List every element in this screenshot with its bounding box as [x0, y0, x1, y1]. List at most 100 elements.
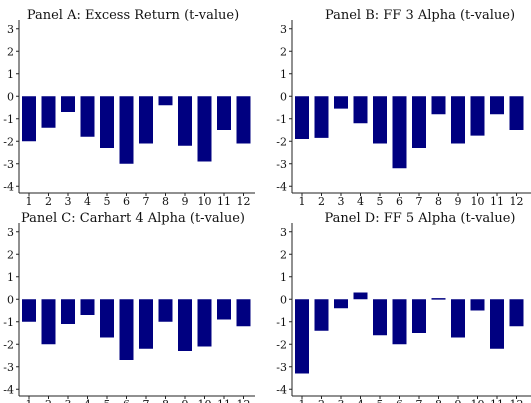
panel-c-bar-3 — [61, 299, 75, 324]
panel-b-bar-9 — [451, 96, 465, 144]
panel-d-x-tick-label: 4 — [357, 398, 364, 403]
panel-d-x-tick-label: 11 — [490, 398, 504, 403]
panel-a-x-tick-label: 2 — [45, 195, 52, 208]
panel-a-y-tick-label: 0 — [7, 90, 14, 103]
panel-a-bar-3 — [61, 96, 75, 112]
panel-c-y-tick-label: -1 — [3, 316, 14, 329]
panel-b-title: Panel B: FF 3 Alpha (t-value) — [325, 8, 515, 23]
panel-a-bar-4 — [80, 96, 95, 137]
panel-c-x-tick-label: 7 — [143, 398, 150, 403]
panel-d-bar-7 — [412, 299, 426, 333]
panel-c-y-tick-label: -4 — [3, 383, 14, 396]
panel-b-bar-3 — [334, 96, 348, 109]
panel-d-bar-9 — [451, 299, 465, 338]
panel-d-bar-10 — [470, 299, 485, 311]
panel-b-x-tick-label: 10 — [471, 195, 485, 208]
panel-c-x-tick-label: 9 — [182, 398, 189, 403]
panel-d-y-tick-label: -1 — [276, 316, 287, 329]
panel-c-bar-9 — [178, 299, 192, 351]
panel-b-x-tick-label: 12 — [510, 195, 524, 208]
panel-b-bar-6 — [392, 96, 407, 169]
panel-a-y-tick-label: 1 — [7, 68, 14, 81]
panel-a-bar-7 — [139, 96, 153, 144]
panel-c-bar-1 — [22, 299, 36, 322]
panel-a-x-tick-label: 11 — [217, 195, 231, 208]
panel-d-bar-4 — [353, 292, 368, 300]
panel-b-y-tick-label: -3 — [276, 158, 287, 171]
panel-b-y-tick-label: 0 — [280, 90, 287, 103]
panel-b-x-tick-label: 8 — [435, 195, 442, 208]
panel-d-y-tick-label: -3 — [276, 361, 287, 374]
panel-d-y-tick-label: -2 — [276, 338, 287, 351]
panel-a-bar-10 — [197, 96, 212, 162]
panel-b-bar-8 — [431, 96, 446, 115]
panel-a-y-tick-label: -2 — [3, 135, 14, 148]
panel-b-x-tick-label: 5 — [377, 195, 384, 208]
panel-d-x-tick-label: 9 — [455, 398, 462, 403]
panel-c-x-tick-label: 8 — [162, 398, 169, 403]
panel-d-title: Panel D: FF 5 Alpha (t-value) — [325, 211, 516, 226]
panel-a-bar-9 — [178, 96, 192, 146]
panel-b-y-tick-label: 1 — [280, 68, 287, 81]
panel-a-x-tick-label: 5 — [104, 195, 111, 208]
panel-d-y-tick-label: 0 — [280, 293, 287, 306]
panel-a-bar-11 — [217, 96, 231, 130]
panel-a-y-tick-label: 2 — [7, 45, 14, 58]
panel-b-bar-4 — [353, 96, 368, 124]
panel-b-x-tick-label: 11 — [490, 195, 504, 208]
panel-a-bar-2 — [41, 96, 56, 128]
panel-a-x-tick-label: 9 — [182, 195, 189, 208]
panel-d-bar-2 — [314, 299, 329, 331]
panel-a-bar-12 — [236, 96, 251, 144]
panel-a-bar-8 — [158, 96, 173, 106]
panel-c-x-tick-label: 1 — [26, 398, 33, 403]
panel-d-x-tick-label: 6 — [396, 398, 403, 403]
panel-c-y-tick-label: -2 — [3, 338, 14, 351]
panel-b-x-tick-label: 3 — [338, 195, 345, 208]
panel-b-y-tick-label: 2 — [280, 45, 287, 58]
panel-a-y-tick-label: -1 — [3, 113, 14, 126]
panel-c-bar-10 — [197, 299, 212, 347]
panel-d-bar-11 — [490, 299, 504, 349]
panel-d-x-tick-label: 8 — [435, 398, 442, 403]
panel-b-bar-1 — [295, 96, 309, 139]
panel-c-y-tick-label: 2 — [7, 248, 14, 261]
panel-d-x-tick-label: 7 — [416, 398, 423, 403]
panel-a-y-tick-label: -4 — [3, 180, 14, 193]
panel-b-y-tick-label: -1 — [276, 113, 287, 126]
panel-a-y-tick-label: 3 — [7, 23, 14, 36]
panel-b-x-tick-label: 7 — [416, 195, 423, 208]
panel-c-x-tick-label: 6 — [123, 398, 130, 403]
panel-b-y-tick-label: -4 — [276, 180, 287, 193]
panel-c-x-tick-label: 2 — [45, 398, 52, 403]
panel-a-x-tick-label: 6 — [123, 195, 130, 208]
panel-d-bar-5 — [373, 299, 387, 336]
panel-c-x-tick-label: 5 — [104, 398, 111, 403]
panel-c-bar-2 — [41, 299, 56, 345]
panel-d-x-tick-label: 2 — [318, 398, 325, 403]
panel-b-x-tick-label: 6 — [396, 195, 403, 208]
panel-a-title: Panel A: Excess Return (t-value) — [27, 8, 239, 23]
panel-c-x-tick-label: 12 — [237, 398, 251, 403]
panel-c-y-tick-label: 3 — [7, 226, 14, 239]
panel-b-y-tick-label: 3 — [280, 23, 287, 36]
panel-c-bar-12 — [236, 299, 251, 327]
panel-d-x-tick-label: 12 — [510, 398, 524, 403]
panel-c-bar-5 — [100, 299, 114, 338]
panel-b-x-tick-label: 2 — [318, 195, 325, 208]
panel-c-bar-7 — [139, 299, 153, 349]
panel-d-bar-1 — [295, 299, 309, 374]
panel-b-x-tick-label: 4 — [357, 195, 364, 208]
panel-d-y-tick-label: -4 — [276, 383, 287, 396]
panel-d-y-tick-label: 1 — [280, 271, 287, 284]
panel-a-x-tick-label: 10 — [198, 195, 212, 208]
panel-c-bar-8 — [158, 299, 173, 322]
panel-c-title: Panel C: Carhart 4 Alpha (t-value) — [21, 211, 245, 226]
panel-b-bar-11 — [490, 96, 504, 115]
panel-b-x-tick-label: 9 — [455, 195, 462, 208]
panel-a-y-tick-label: -3 — [3, 158, 14, 171]
panel-d-bar-6 — [392, 299, 407, 345]
panel-a-bar-5 — [100, 96, 114, 148]
